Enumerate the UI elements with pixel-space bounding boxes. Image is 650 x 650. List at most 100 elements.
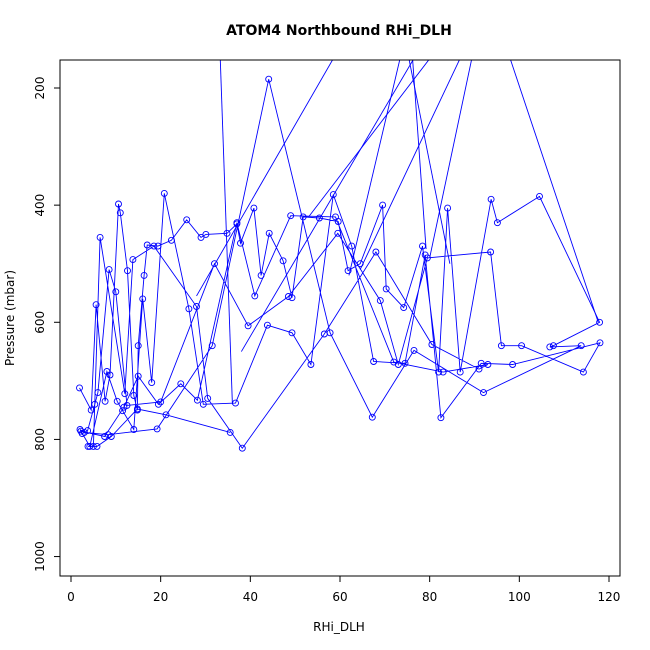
data-point: [124, 267, 131, 275]
data-point: [334, 229, 342, 237]
data-point: [577, 342, 585, 350]
data-point: [121, 390, 129, 398]
series-segment: [219, 60, 233, 405]
data-point: [263, 321, 271, 329]
y-tick-label: 600: [33, 311, 47, 334]
data-point: [211, 260, 218, 268]
plot-area: [76, 60, 604, 452]
data-point: [208, 342, 216, 350]
data-point: [518, 342, 526, 350]
data-point: [244, 322, 252, 330]
data-point: [288, 294, 296, 302]
data-point: [103, 368, 111, 375]
data-point: [96, 233, 104, 241]
data-point: [193, 303, 200, 310]
data-point: [87, 406, 95, 414]
data-point: [456, 368, 464, 376]
data-point: [250, 204, 258, 212]
data-point: [113, 397, 121, 405]
x-tick-label: 20: [153, 590, 168, 604]
data-point: [84, 442, 92, 450]
y-tick-label: 800: [33, 428, 47, 451]
data-point: [105, 266, 113, 274]
data-point: [549, 342, 557, 350]
data-point: [348, 242, 356, 250]
data-point: [185, 305, 193, 313]
data-point: [153, 425, 161, 433]
data-point: [150, 242, 158, 250]
data-point: [167, 236, 175, 244]
data-point: [546, 343, 554, 351]
data-point: [101, 397, 109, 405]
data-point: [257, 271, 265, 279]
data-point: [265, 229, 273, 237]
data-point: [130, 426, 138, 433]
data-point: [287, 212, 295, 220]
data-point: [129, 256, 137, 264]
data-point: [76, 384, 83, 392]
data-point: [202, 230, 210, 238]
data-point: [444, 204, 452, 212]
data-point: [157, 398, 165, 406]
data-point: [401, 359, 409, 367]
data-point: [410, 346, 418, 354]
chart-title: ATOM4 Northbound RHi_DLH: [226, 23, 452, 39]
data-point: [116, 209, 124, 217]
data-point: [428, 341, 436, 348]
y-tick-label: 400: [33, 194, 47, 217]
data-point: [437, 414, 445, 422]
data-point: [487, 195, 495, 203]
x-axis-label: RHi_DLH: [313, 620, 365, 634]
y-axis-label: Pressure (mbar): [3, 270, 17, 366]
data-point: [320, 330, 328, 338]
data-point: [89, 442, 97, 450]
x-tick-label: 80: [422, 590, 437, 604]
data-point: [480, 389, 487, 397]
data-point: [84, 427, 92, 435]
data-point: [376, 297, 384, 305]
data-point: [487, 248, 495, 256]
data-point: [509, 361, 517, 368]
data-point: [237, 239, 244, 247]
data-point: [368, 413, 376, 421]
data-point: [475, 365, 483, 373]
data-point: [177, 380, 185, 388]
data-point: [299, 213, 307, 221]
data-point: [94, 389, 102, 397]
data-point: [193, 396, 201, 404]
data-point: [92, 301, 100, 309]
series-segment: [348, 60, 401, 276]
y-axis: 200 400 600 800 1000: [33, 77, 61, 572]
data-point: [226, 428, 234, 436]
data-point: [307, 361, 315, 368]
data-point: [223, 229, 231, 237]
series-segment: [308, 60, 430, 218]
data-point: [370, 358, 378, 365]
series-segment: [408, 60, 451, 264]
data-point: [390, 358, 398, 366]
data-point: [130, 392, 138, 399]
data-point: [86, 442, 94, 450]
data-point: [596, 318, 604, 326]
series-segment: [412, 60, 427, 250]
data-point: [439, 368, 447, 376]
data-point: [204, 394, 212, 402]
y-tick-label: 1000: [33, 541, 47, 572]
data-point: [238, 444, 246, 452]
series-line: [79, 79, 601, 449]
data-point: [139, 295, 147, 303]
x-tick-label: 120: [598, 590, 621, 604]
data-point: [143, 241, 151, 249]
data-point: [423, 254, 431, 262]
data-point: [265, 75, 273, 83]
data-point: [493, 219, 501, 227]
data-point: [154, 242, 162, 250]
data-point: [596, 339, 604, 347]
x-axis: 0 20 40 60 80 100 120: [67, 575, 621, 604]
data-point: [101, 433, 109, 440]
x-tick-label: 40: [243, 590, 258, 604]
data-point: [148, 379, 156, 387]
series-segment: [510, 60, 599, 323]
data-point: [154, 400, 162, 408]
